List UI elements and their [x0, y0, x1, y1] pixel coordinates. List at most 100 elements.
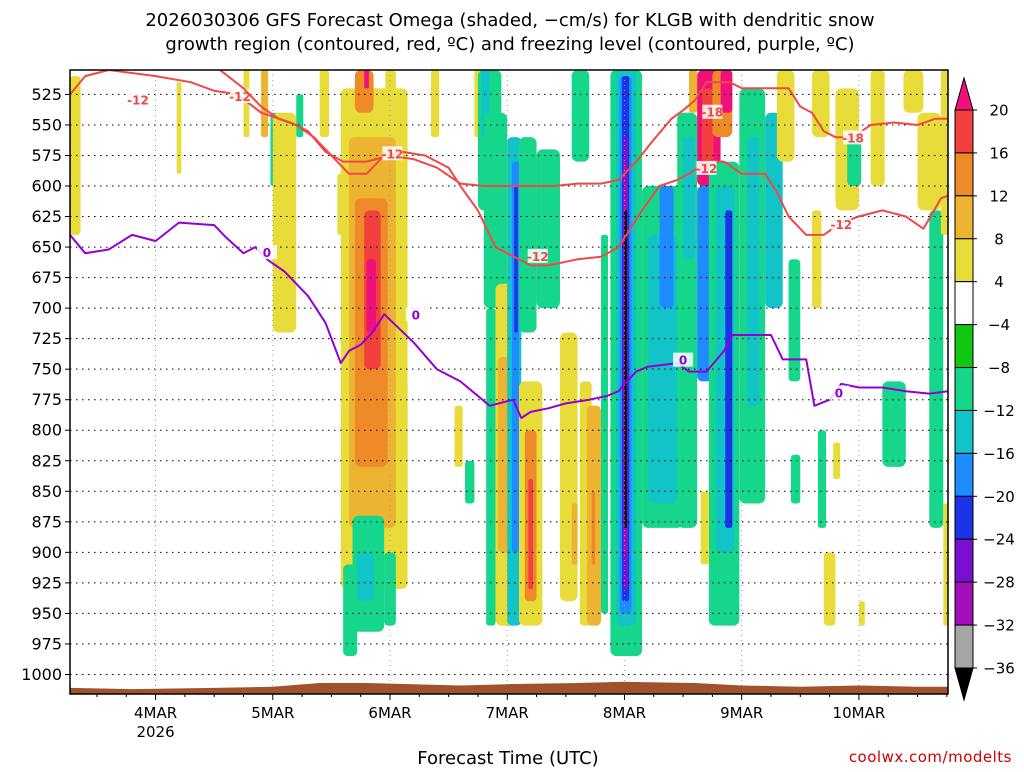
x-axis-label: Forecast Time (UTC) — [417, 748, 598, 768]
colorbar-box — [954, 538, 974, 583]
omega-shade-cell — [514, 186, 518, 333]
colorbar-tick-label: −24 — [983, 531, 1015, 549]
omega-shade-cell — [486, 308, 496, 626]
contour-dgz-upper-minus18C — [70, 70, 948, 187]
y-tick-label: 800 — [31, 421, 62, 440]
y-tick-label: 750 — [31, 360, 62, 379]
omega-shade-cell — [817, 430, 827, 528]
contour-label: -18 — [702, 106, 724, 120]
omega-shade-cell — [833, 442, 841, 480]
omega-shade-cell — [788, 259, 801, 382]
colorbar-box — [954, 581, 974, 626]
y-tick-label: 850 — [31, 482, 62, 501]
omega-shade-cell — [571, 70, 590, 162]
omega-shade-cell — [659, 186, 674, 309]
contour-label-bg — [405, 307, 426, 322]
omega-shade-cell — [571, 503, 578, 565]
y-tick-label: 1000 — [21, 665, 62, 684]
omega-shade-cell — [776, 70, 795, 162]
y-tick-label: 625 — [31, 207, 62, 226]
contour-freezing-level-0C — [70, 221, 948, 419]
colorbar-tick-label: 20 — [989, 102, 1008, 120]
credit-text: coolwx.com/modelts — [849, 748, 1012, 766]
omega-shade-cell — [243, 70, 250, 138]
colorbar-box — [954, 452, 974, 497]
x-tick-label: 8MAR — [603, 704, 646, 722]
contour-label: -12 — [127, 94, 149, 108]
contour-label: -12 — [527, 250, 549, 264]
omega-shade-cell — [700, 491, 709, 565]
colorbar-tick-label: −12 — [983, 402, 1015, 420]
omega-shade-cell — [536, 149, 560, 309]
colorbar-box — [954, 624, 974, 669]
colorbar-box — [954, 238, 974, 283]
colorbar-box — [954, 409, 974, 454]
colorbar-tick-label: −4 — [988, 316, 1010, 334]
omega-shade-cell — [725, 210, 733, 528]
omega-shade-cell — [624, 210, 627, 528]
omega-shade-cell — [683, 137, 695, 260]
omega-shade-cell — [395, 381, 408, 528]
contour-label-bg — [696, 160, 717, 175]
omega-shade-cell — [385, 70, 396, 113]
omega-shade-cell — [518, 137, 537, 333]
colorbar-box — [954, 367, 974, 411]
contour-label: -12 — [229, 90, 251, 104]
plot-area: 0 0 0 0 -12 -18 -18 -12 -12 -12 -12 -12 — [70, 70, 948, 694]
omega-shade-cell — [278, 308, 287, 333]
colorbar-box — [954, 495, 974, 540]
colorbar-tick-label: −32 — [983, 617, 1015, 635]
omega-shade-cell — [601, 234, 609, 614]
omega-shade-cell — [366, 259, 376, 333]
omega-shade-cell — [858, 601, 865, 626]
y-tick-label: 725 — [31, 329, 62, 348]
x-tick-label: 6MAR — [368, 704, 411, 722]
chart-title-line-2: growth region (contoured, red, ºC) and f… — [165, 34, 854, 55]
y-tick-label: 925 — [31, 573, 62, 592]
contour-label: 0 — [412, 308, 420, 322]
colorbar-bottom-arrow — [954, 667, 974, 702]
colorbar-box — [954, 281, 974, 326]
omega-shade-cell — [701, 88, 714, 162]
contour-label: -18 — [842, 131, 864, 145]
omega-shade-cell — [812, 210, 822, 309]
omega-shade-cell — [823, 552, 836, 626]
plot-content: 0 0 0 0 -12 -18 -18 -12 -12 -12 -12 -12 — [70, 70, 948, 694]
contour-label-bg — [673, 352, 694, 367]
colorbar-tick-label: −16 — [983, 445, 1015, 463]
omega-shade-cell — [882, 381, 906, 467]
omega-shade-cell — [357, 552, 374, 602]
omega-shade-cell — [697, 186, 713, 382]
y-tick-label: 550 — [31, 115, 62, 134]
terrain-surface — [70, 681, 948, 694]
contour-label: -12 — [382, 147, 404, 161]
y-tick-label: 575 — [31, 146, 62, 165]
omega-shade-cell — [917, 112, 941, 211]
x-tick-label: 4MAR — [134, 704, 177, 722]
colorbar: 20 16 12 8 4 −4 −8 −12 −16 −20 −24 −28 −32 −36 — [954, 76, 1015, 702]
contour-label: -12 — [830, 218, 852, 232]
omega-shade-cell — [528, 479, 534, 589]
contour-label: 0 — [263, 246, 271, 260]
y-tick-label: 675 — [31, 268, 62, 287]
omega-shade-cell — [483, 112, 508, 309]
colorbar-box — [954, 195, 974, 240]
colorbar-tick-label: −36 — [983, 660, 1015, 678]
omega-shade-cell — [261, 70, 269, 138]
y-tick-label: 700 — [31, 299, 62, 318]
x-tick-label: 10MAR — [833, 704, 886, 722]
omega-shade-cell — [688, 70, 698, 113]
y-tick-label: 875 — [31, 512, 62, 531]
colorbar-tick-label: −20 — [983, 488, 1015, 506]
y-tick-label: 600 — [31, 177, 62, 196]
colorbar-box — [954, 152, 974, 197]
colorbar-tick-label: 16 — [989, 144, 1008, 162]
contour-dgz-lower-minus12C — [219, 70, 948, 267]
omega-shade-cell — [272, 112, 297, 333]
colorbar-tick-label: 4 — [994, 273, 1004, 291]
omega-shade-cell — [364, 70, 369, 89]
contour-label-bg — [229, 88, 250, 103]
contour-label: -12 — [696, 162, 718, 176]
omega-shade-cell — [454, 405, 463, 467]
omega-shade-cell — [847, 137, 862, 187]
